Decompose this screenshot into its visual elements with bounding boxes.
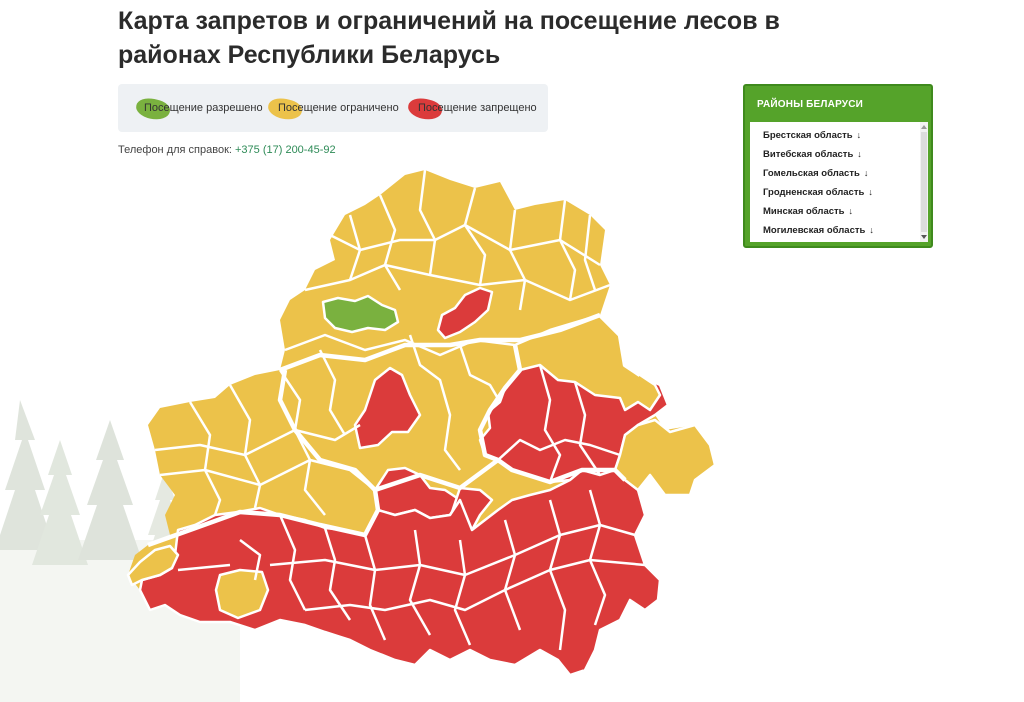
regions-scrollbar[interactable]: [920, 122, 928, 242]
legend-label-allowed: Посещение разрешено: [144, 102, 263, 114]
phone-link[interactable]: +375 (17) 200-45-92: [235, 144, 336, 156]
arrow-down-icon: ↓: [863, 168, 869, 178]
legend-label-restricted: Посещение ограничено: [278, 102, 399, 114]
region-label: Гомельская область: [763, 168, 860, 179]
district-restricted[interactable]: [613, 418, 717, 497]
region-item-minsk[interactable]: Минская область ↓: [763, 206, 853, 217]
arrow-down-icon: ↓: [857, 149, 862, 159]
district-prohibited[interactable]: [138, 468, 662, 677]
legend: Посещение разрешено Посещение ограничено…: [118, 84, 548, 132]
legend-label-prohibited: Посещение запрещено: [418, 102, 537, 114]
phone-label: Телефон для справок:: [118, 144, 232, 156]
district-borders: [154, 170, 646, 651]
region-label: Могилевская область: [763, 225, 866, 236]
legend-item-restricted: Посещение ограничено: [266, 95, 408, 123]
region-item-mogilev[interactable]: Могилевская область ↓: [763, 225, 874, 236]
regions-panel: РАЙОНЫ БЕЛАРУСИ Брестская область ↓ Витеб…: [743, 84, 933, 248]
regions-list: Брестская область ↓ Витебская область ↓ Го…: [750, 122, 928, 242]
oblast-borders: [147, 312, 642, 548]
arrow-down-icon: ↓: [848, 206, 854, 216]
district-prohibited[interactable]: [436, 286, 494, 340]
regions-panel-title: РАЙОНЫ БЕЛАРУСИ: [757, 99, 864, 110]
arrow-down-icon: ↓: [868, 187, 873, 197]
district-restricted[interactable]: [126, 544, 180, 587]
arrow-down-icon: ↓: [869, 225, 874, 235]
page-title: Карта запретов и ограничений на посещени…: [118, 7, 780, 69]
arrow-down-icon: ↓: [856, 130, 862, 140]
legend-item-allowed: Посещение разрешено: [134, 95, 266, 123]
region-item-vitebsk[interactable]: Витебская область ↓: [763, 149, 862, 160]
scroll-thumb[interactable]: [921, 132, 927, 232]
region-label: Брестская область: [763, 130, 853, 141]
region-item-gomel[interactable]: Гомельская область ↓: [763, 168, 868, 179]
region-label: Минская область: [763, 206, 845, 217]
region-item-grodno[interactable]: Гродненская область ↓: [763, 187, 873, 198]
belarus-districts-map: [126, 170, 717, 677]
district-prohibited[interactable]: [353, 366, 422, 450]
legend-item-prohibited: Посещение запрещено: [406, 95, 548, 123]
district-restricted[interactable]: [214, 568, 270, 620]
scroll-up-icon[interactable]: [921, 125, 927, 129]
scroll-down-icon[interactable]: [921, 235, 927, 239]
district-allowed[interactable]: [321, 294, 400, 334]
region-label: Витебская область: [763, 149, 854, 160]
region-item-brest[interactable]: Брестская область ↓: [763, 130, 861, 141]
region-label: Гродненская область: [763, 187, 865, 198]
phone-info: Телефон для справок: +375 (17) 200-45-92: [118, 144, 336, 156]
